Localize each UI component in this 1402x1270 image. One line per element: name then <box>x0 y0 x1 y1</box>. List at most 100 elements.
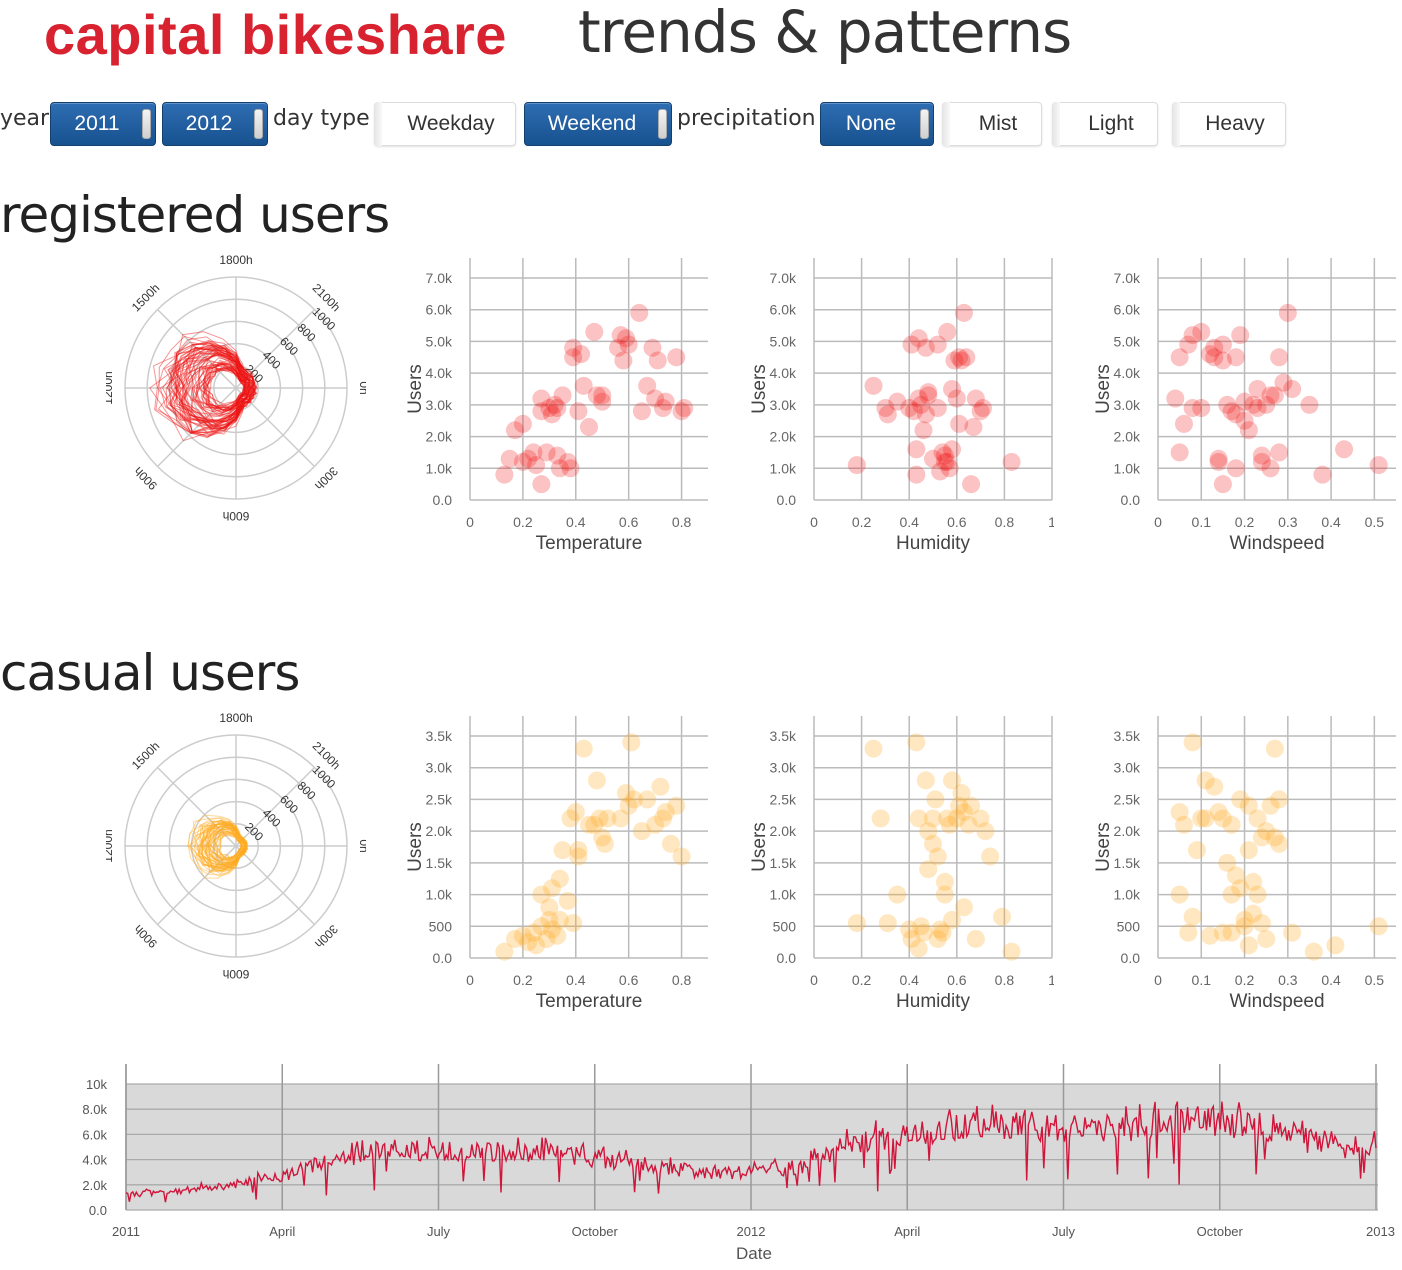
radial-day-path <box>180 345 253 422</box>
data-point <box>1244 904 1263 923</box>
y-tick-label: 5.0k <box>426 333 453 349</box>
data-point <box>943 910 962 929</box>
toggle-knob <box>920 109 929 139</box>
data-point <box>952 351 971 370</box>
radial-day-path <box>193 820 247 873</box>
data-point <box>1187 841 1206 860</box>
radial-spoke <box>156 308 237 389</box>
toggle-precip-heavy[interactable]: Heavy <box>1172 102 1286 146</box>
radial-day-path <box>198 822 246 866</box>
data-point <box>1261 386 1280 405</box>
data-point <box>976 822 995 841</box>
data-point <box>1257 822 1276 841</box>
y-tick-label: 6.0k <box>1114 302 1141 318</box>
y-tick-label: 1.0k <box>1114 887 1141 903</box>
data-point <box>1248 399 1267 418</box>
toggle-label: 2012 <box>185 112 233 135</box>
toggle-label: Light <box>1088 112 1134 135</box>
data-point <box>1218 853 1237 872</box>
data-point <box>1248 885 1267 904</box>
x-tick-label: 0.8 <box>672 514 692 530</box>
radial-day-path <box>189 820 249 873</box>
data-point <box>1270 348 1289 367</box>
data-point <box>619 335 638 354</box>
radial-day-path <box>181 355 251 425</box>
data-point <box>1205 777 1224 796</box>
data-point <box>1265 386 1284 405</box>
data-point <box>909 329 928 348</box>
radial-hour-label: 300h <box>312 922 341 951</box>
data-point <box>1239 936 1258 955</box>
data-point <box>667 348 686 367</box>
data-point <box>928 847 947 866</box>
y-tick-label: 3.0k <box>770 760 797 776</box>
radial-day-path <box>202 369 246 407</box>
data-point <box>931 462 950 481</box>
data-point <box>924 449 942 468</box>
radial-day-path <box>202 367 247 409</box>
x-axis-label: Temperature <box>536 991 643 1012</box>
data-point <box>1170 803 1189 822</box>
brand-logo[interactable]: capital bikeshare <box>44 3 507 66</box>
toggle-year-2012[interactable]: 2012 <box>162 102 268 146</box>
data-point <box>959 815 978 834</box>
radial-chart-casual: 0h300h600h900h1200h1500h1800h2100h200400… <box>106 711 366 980</box>
data-point <box>950 414 969 433</box>
toggle-weekend[interactable]: Weekend <box>524 102 672 146</box>
radial-day-path <box>170 348 254 436</box>
data-point <box>909 939 928 958</box>
data-point <box>924 809 942 828</box>
data-point <box>962 796 981 815</box>
radial-day-path <box>175 344 257 426</box>
data-point <box>609 338 628 357</box>
data-point <box>558 891 577 910</box>
radial-day-path <box>149 344 258 434</box>
data-point <box>646 389 665 408</box>
radial-day-path <box>218 834 243 859</box>
data-point <box>593 392 612 411</box>
data-point <box>1213 335 1232 354</box>
toggle-weekday[interactable]: Weekday <box>374 102 516 146</box>
data-point <box>1209 449 1228 468</box>
radial-day-path <box>214 832 243 860</box>
x-axis-label: Temperature <box>536 533 643 554</box>
radial-day-path <box>218 834 243 859</box>
data-point <box>548 446 567 465</box>
radial-hour-label: 0h <box>357 839 366 852</box>
radial-day-path <box>208 830 245 863</box>
timeline-x-tick: 2013 <box>1366 1224 1395 1239</box>
y-tick-label: 5.0k <box>1114 333 1141 349</box>
y-tick-label: 3.5k <box>426 728 453 744</box>
radial-day-path <box>213 831 243 862</box>
data-point <box>1196 771 1215 790</box>
data-point <box>542 920 561 939</box>
toggle-precip-mist[interactable]: Mist <box>942 102 1042 146</box>
scatter-casual-windspeed: 0 0.1 0.2 0.3 0.4 0.5 0.0 500 1.0k 1.5k 2.0k 2.5k 3.… <box>1093 716 1396 1012</box>
x-tick-label: 0.4 <box>566 972 586 988</box>
toggle-year-2011[interactable]: 2011 <box>50 102 156 146</box>
x-tick-label: 0.2 <box>1235 972 1255 988</box>
data-point <box>924 834 942 853</box>
y-axis-label: Users <box>405 364 426 414</box>
data-point <box>1274 373 1293 392</box>
radial-day-path <box>204 823 247 868</box>
radial-day-path <box>197 820 247 868</box>
data-point <box>1002 942 1021 961</box>
x-axis-label: Windspeed <box>1229 991 1324 1012</box>
toggle-precip-light[interactable]: Light <box>1052 102 1158 146</box>
timeline-x-tick: July <box>1052 1224 1076 1239</box>
x-tick-label: 0.8 <box>995 972 1015 988</box>
radial-day-path <box>208 369 246 407</box>
toggle-precip-none[interactable]: None <box>820 102 934 146</box>
data-point <box>638 376 657 395</box>
toggle-knob <box>374 102 382 146</box>
data-point <box>598 809 617 828</box>
radial-day-path <box>201 824 247 866</box>
radial-day-path <box>168 343 257 433</box>
timeline-chart[interactable]: 0.0 2.0k 4.0k 6.0k 8.0k 10k 2011 April July Octob… <box>0 1060 1402 1270</box>
y-tick-label: 6.0k <box>426 302 453 318</box>
x-tick-label: 0.4 <box>566 514 586 530</box>
y-tick-label: 3.5k <box>1114 728 1141 744</box>
data-point <box>935 446 954 465</box>
data-point <box>919 860 938 879</box>
